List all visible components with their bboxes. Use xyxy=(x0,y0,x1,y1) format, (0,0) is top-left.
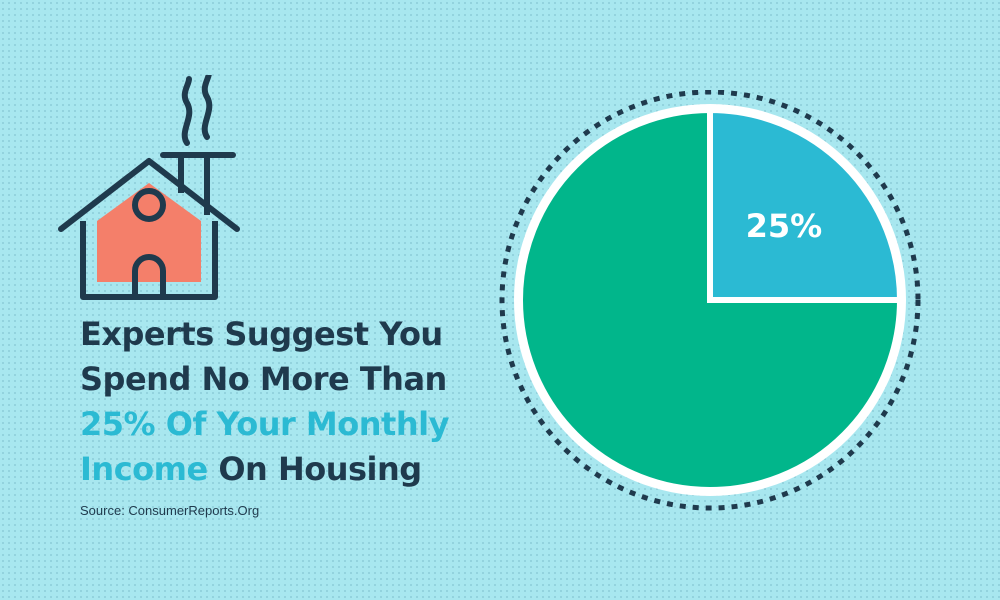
house-roof xyxy=(58,158,240,232)
headline-line-3: 25% Of Your Monthly xyxy=(80,405,449,443)
house-icon xyxy=(58,75,240,300)
pie-slice-0 xyxy=(707,106,904,303)
headline-highlight-income: Income xyxy=(80,450,208,488)
source-note: Source: ConsumerReports.Org xyxy=(80,503,260,518)
house-door xyxy=(132,254,166,297)
smoke-right xyxy=(201,75,213,140)
pie-slices: 25% xyxy=(517,106,904,493)
headline-rest: On Housing xyxy=(207,450,422,488)
headline: Experts Suggest You Spend No More Than 2… xyxy=(80,312,449,492)
house-walls xyxy=(80,221,218,300)
headline-line-4: Income On Housing xyxy=(80,447,449,492)
house-body xyxy=(97,183,201,282)
pie-chart: 25% xyxy=(499,90,921,511)
headline-line-2: Spend No More Than xyxy=(80,360,447,398)
pie-dotted-ring xyxy=(499,90,921,511)
round-window xyxy=(132,188,166,222)
headline-line-1: Experts Suggest You xyxy=(80,315,443,353)
smoke-left xyxy=(181,76,193,146)
pie-slice-label-0: 25% xyxy=(746,207,823,245)
pie-slice-1 xyxy=(517,106,904,493)
